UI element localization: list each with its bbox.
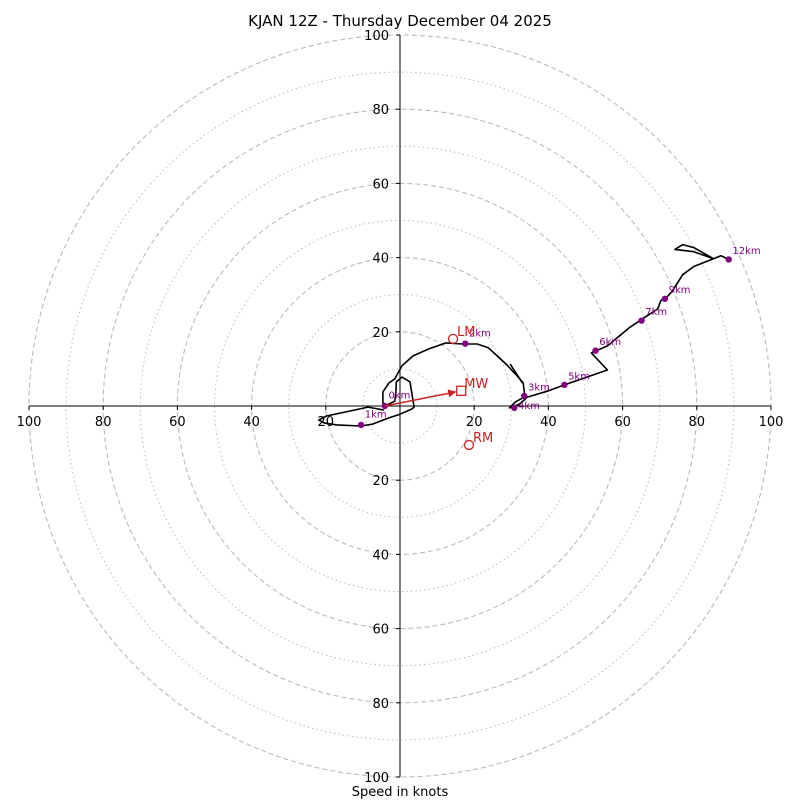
height-marker-label: 6km xyxy=(599,337,621,348)
x-tick-label: 100 xyxy=(759,415,784,430)
x-tick-label: 100 xyxy=(17,415,42,430)
height-marker-label: 12km xyxy=(732,246,760,257)
right-mover-label: RM xyxy=(473,431,493,446)
height-marker-label: 1km xyxy=(365,410,387,421)
wind-barb-tick xyxy=(509,363,524,384)
y-tick-label: 80 xyxy=(372,103,389,118)
wind-trace-layer xyxy=(317,243,730,427)
x-tick-label: 20 xyxy=(466,415,483,430)
left-mover-label: LM xyxy=(457,325,475,340)
height-marker-label: 3km xyxy=(528,382,550,393)
x-tick-label: 40 xyxy=(243,415,260,430)
axes xyxy=(28,34,772,778)
x-tick-label: 60 xyxy=(169,415,186,430)
tick-labels: 100 80 60 40 20 20 40 60 80 100100806040202040608… xyxy=(17,29,784,786)
height-marker-2km xyxy=(462,340,469,347)
x-axis-label: Speed in knots xyxy=(352,785,449,800)
x-tick-label: 60 xyxy=(614,415,631,430)
height-marker-1km xyxy=(357,421,365,429)
height-marker-label: 0km xyxy=(388,391,410,402)
height-marker-label: 2km xyxy=(469,328,491,339)
mean-wind-arrow xyxy=(384,389,457,407)
y-tick-label: 40 xyxy=(372,252,389,267)
y-tick-label: 20 xyxy=(372,474,389,489)
height-marker-label: 5km xyxy=(568,371,590,382)
wind-trace-line xyxy=(317,243,730,427)
left-mover-marker xyxy=(447,333,459,344)
height-marker-label: 9km xyxy=(669,285,691,296)
y-tick-label: 100 xyxy=(364,771,389,786)
height-marker-7km xyxy=(638,317,645,324)
y-tick-label: 20 xyxy=(372,326,389,341)
x-tick-label: 80 xyxy=(95,415,112,430)
height-marker-label: 4km xyxy=(518,401,540,412)
storm-motions: MW LM RM xyxy=(384,325,493,451)
y-tick-label: 80 xyxy=(372,697,389,712)
chart-title: KJAN 12Z - Thursday December 04 2025 xyxy=(248,12,552,30)
right-mover-marker xyxy=(463,439,475,451)
x-tick-label: 40 xyxy=(540,415,557,430)
height-marker-3km xyxy=(521,392,528,400)
height-marker-12km xyxy=(725,256,732,263)
y-tick-label: 100 xyxy=(364,29,389,44)
height-marker-9km xyxy=(661,295,669,302)
height-marker-5km xyxy=(561,381,568,389)
x-tick-label: 80 xyxy=(689,415,706,430)
height-marker-label: 7km xyxy=(645,307,667,318)
mean-wind-label: MW xyxy=(464,377,488,392)
y-tick-label: 40 xyxy=(372,548,389,563)
y-tick-label: 60 xyxy=(372,177,389,192)
y-tick-label: 60 xyxy=(372,623,389,638)
mean-wind-marker xyxy=(456,385,467,396)
height-marker-4km xyxy=(511,404,518,412)
height-marker-6km xyxy=(592,347,599,354)
